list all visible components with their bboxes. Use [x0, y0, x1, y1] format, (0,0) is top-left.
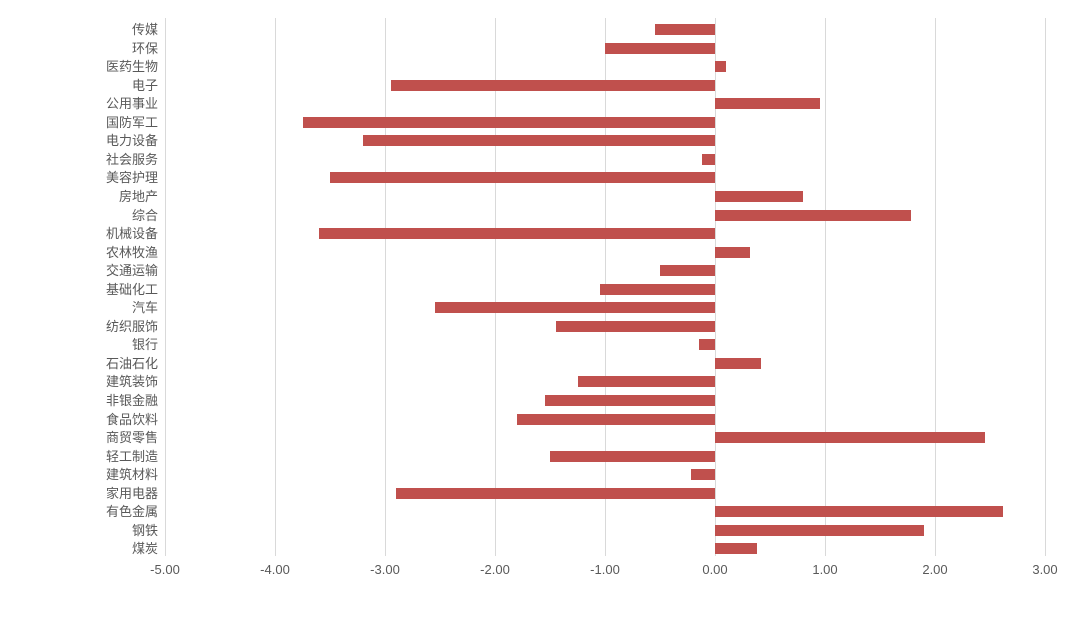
- bar: [556, 321, 716, 332]
- bar: [363, 135, 715, 146]
- y-axis-category-label: 交通运输: [8, 262, 158, 280]
- bar: [517, 414, 715, 425]
- y-axis-category-label: 电力设备: [8, 132, 158, 150]
- x-axis-tick-label: 3.00: [1032, 562, 1057, 577]
- gridline: [165, 18, 166, 556]
- gridline: [275, 18, 276, 556]
- y-axis-category-label: 公用事业: [8, 95, 158, 113]
- x-axis-tick-label: -2.00: [480, 562, 510, 577]
- y-axis-category-label: 商贸零售: [8, 429, 158, 447]
- x-axis-tick-label: -4.00: [260, 562, 290, 577]
- y-axis-category-label: 有色金属: [8, 503, 158, 521]
- bar: [600, 284, 716, 295]
- gridline: [495, 18, 496, 556]
- bar: [715, 543, 757, 554]
- bar: [715, 210, 911, 221]
- y-axis-category-label: 农林牧渔: [8, 244, 158, 262]
- y-axis-category-label: 建筑材料: [8, 466, 158, 484]
- bar: [660, 265, 715, 276]
- x-axis-tick-label: 1.00: [812, 562, 837, 577]
- y-axis-category-label: 汽车: [8, 299, 158, 317]
- y-axis-category-label: 综合: [8, 207, 158, 225]
- bar: [655, 24, 716, 35]
- bar: [330, 172, 715, 183]
- y-axis-category-label: 石油石化: [8, 355, 158, 373]
- bar: [435, 302, 716, 313]
- y-axis-category-label: 房地产: [8, 188, 158, 206]
- bar: [715, 506, 1003, 517]
- y-axis-category-label: 医药生物: [8, 58, 158, 76]
- y-axis-category-label: 美容护理: [8, 169, 158, 187]
- bar: [715, 247, 750, 258]
- bar: [391, 80, 716, 91]
- bar: [702, 154, 715, 165]
- y-axis-category-label: 非银金融: [8, 392, 158, 410]
- y-axis-category-label: 纺织服饰: [8, 318, 158, 336]
- horizontal-bar-chart: -5.00 -4.00 -3.00 -2.00 -1.00 0.00 1.00 2.00 3.0…: [0, 0, 1080, 617]
- y-axis-category-label: 轻工制造: [8, 448, 158, 466]
- x-axis-tick-label: -1.00: [590, 562, 620, 577]
- y-axis-category-label: 建筑装饰: [8, 373, 158, 391]
- bar: [715, 191, 803, 202]
- bar: [715, 525, 924, 536]
- bar: [699, 339, 716, 350]
- gridline: [825, 18, 826, 556]
- y-axis-category-label: 社会服务: [8, 151, 158, 169]
- bar: [715, 61, 726, 72]
- bar: [715, 432, 985, 443]
- bar: [715, 358, 761, 369]
- bar: [319, 228, 715, 239]
- gridline: [935, 18, 936, 556]
- y-axis-category-label: 银行: [8, 336, 158, 354]
- y-axis-category-label: 煤炭: [8, 540, 158, 558]
- y-axis-category-label: 钢铁: [8, 522, 158, 540]
- bar: [396, 488, 715, 499]
- y-axis-category-label: 电子: [8, 77, 158, 95]
- gridline: [385, 18, 386, 556]
- bar: [303, 117, 716, 128]
- gridline: [1045, 18, 1046, 556]
- bar: [550, 451, 715, 462]
- bar: [691, 469, 715, 480]
- bar: [605, 43, 715, 54]
- y-axis-category-label: 国防军工: [8, 114, 158, 132]
- y-axis-category-label: 食品饮料: [8, 411, 158, 429]
- y-axis-category-label: 机械设备: [8, 225, 158, 243]
- bar: [715, 98, 820, 109]
- y-axis-category-label: 家用电器: [8, 485, 158, 503]
- y-axis-category-label: 环保: [8, 40, 158, 58]
- x-axis-tick-label: 2.00: [922, 562, 947, 577]
- bar: [578, 376, 716, 387]
- y-axis-category-label: 传媒: [8, 21, 158, 39]
- bar: [545, 395, 716, 406]
- x-axis-tick-label: -5.00: [150, 562, 180, 577]
- x-axis-tick-label: -3.00: [370, 562, 400, 577]
- x-axis-tick-label: 0.00: [702, 562, 727, 577]
- y-axis-category-label: 基础化工: [8, 281, 158, 299]
